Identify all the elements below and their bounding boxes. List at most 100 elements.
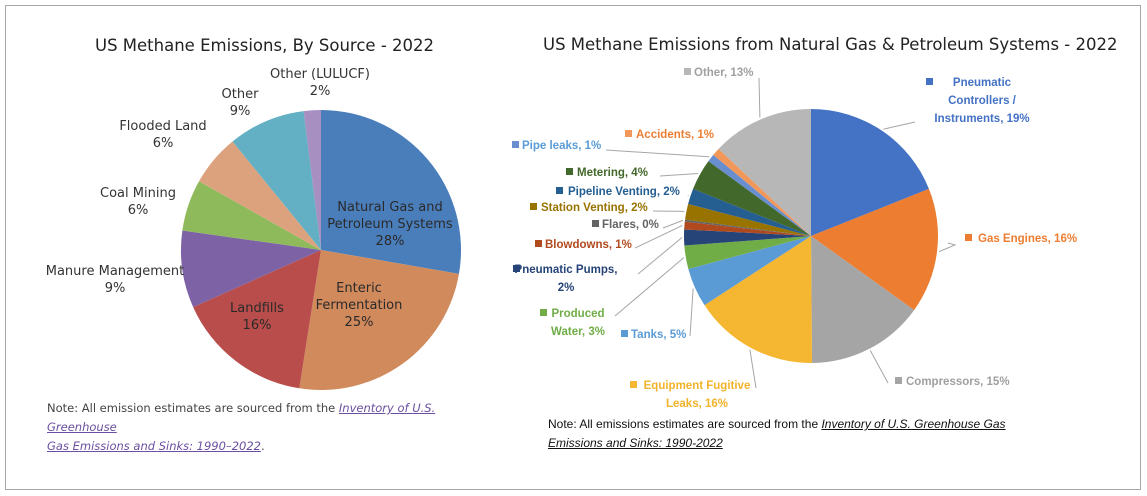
pie0-label-line: Fermentation [316, 298, 403, 313]
left-note-link-2[interactable]: Gas Emissions and Sinks: 1990–2022 [47, 439, 261, 453]
legend-marker-icon [566, 168, 573, 175]
pie1-leader-produced-water-3 [614, 257, 685, 317]
legend-marker-icon [512, 141, 519, 148]
pie0-label-line: Other [222, 87, 260, 102]
pie1-slice-pneumatic-pumps-2 [684, 229, 811, 246]
pie0-label-line: Coal Mining [100, 186, 176, 201]
legend-marker-icon [684, 68, 691, 75]
pie0-label-line: Enteric [336, 281, 382, 296]
pie1-label-pipeline-venting-2: Pipeline Venting, 2% [556, 186, 680, 198]
pie1-slice-other-13 [718, 109, 811, 236]
pie1-leader-pipe-leaks-1 [605, 149, 710, 158]
pie1-label-pipe-leaks-1: Pipe leaks, 1% [512, 140, 601, 152]
pie1-label-pneumatic-pumps-2: Pneumatic Pumps, 2% [513, 264, 617, 294]
right-note-text: Note: All emissions estimates are source… [548, 417, 822, 431]
pie1-slice-blowdowns-1 [684, 221, 811, 236]
pie1-label-equipment-fugitive-leaks-16: Equipment Fugitive Leaks, 16% [630, 380, 750, 410]
pie1-label-line: Controllers / [948, 95, 1017, 107]
pie1-label-line: Equipment Fugitive [644, 380, 751, 392]
pie0-label-line: 9% [230, 104, 251, 119]
legend-marker-icon [625, 130, 632, 137]
pie1-slice-station-venting-2 [685, 204, 811, 236]
pie1-leader-tanks-5 [689, 288, 694, 337]
left-chart-title: US Methane Emissions, By Source - 2022 [95, 36, 435, 55]
pie1-label-line: Pipe leaks, 1% [522, 140, 601, 152]
legend-marker-icon [556, 187, 563, 194]
pie1-label-flares-0: Flares, 0% [592, 219, 659, 231]
pie1-label-line: Metering, 4% [577, 167, 648, 179]
pie1-label-station-venting-2: Station Venting, 2% [530, 202, 648, 214]
pie1-label-compressors-15: Compressors, 15% [895, 376, 1010, 388]
pie1-label-line: Station Venting, 2% [541, 202, 648, 214]
legend-marker-icon [530, 203, 537, 210]
pie1-slice-pipeline-venting-2 [688, 188, 811, 236]
pie1-label-line: Instruments, 19% [934, 113, 1029, 125]
pie1-slice-compressors-15 [811, 236, 915, 363]
legend-marker-icon [926, 78, 933, 85]
pie0-slice-enteric-fermentation [299, 250, 459, 390]
pie0-label-natural-gas-and-petroleum-systems: Natural Gas and Petroleum Systems 28% [327, 200, 453, 249]
legend-marker-icon [540, 309, 547, 316]
pie0-slice-other-lulucf [303, 110, 321, 250]
pie1-leader-metering-4 [659, 173, 699, 177]
pie1-label-other-13: Other, 13% [684, 67, 753, 79]
pie0-slice-flooded-land [199, 141, 321, 250]
left-note-text: Note: All emission estimates are sourced… [47, 401, 339, 415]
pie1-label-tanks-5: Tanks, 5% [621, 329, 686, 341]
pie1-label-gas-engines-16: Gas Engines, 16% [965, 233, 1077, 245]
pie0-label-line: 25% [345, 315, 374, 330]
pie1-label-line: Pneumatic [953, 77, 1012, 89]
pie1-label-line: Other, 13% [694, 67, 753, 79]
pie0-label-line: 6% [128, 203, 149, 218]
pie0-label-line: Petroleum Systems [327, 217, 453, 232]
pie0-label-flooded-land: Flooded Land 6% [119, 119, 206, 151]
pie0-label-line: 6% [153, 136, 174, 151]
right-note-link[interactable]: Inventory of U.S. Greenhouse Gas [821, 417, 1006, 431]
pie1-leader-gas-engines-16 [938, 242, 957, 253]
pie0-label-enteric-fermentation: Enteric Fermentation 25% [316, 281, 403, 330]
pie0-label-line: Landfills [230, 301, 284, 316]
pie0-label-line: Manure Management [46, 264, 185, 279]
pie1-label-line: Blowdowns, 1% [545, 239, 632, 251]
pie1-leader-pneumatic-controllers-instruments-19 [883, 121, 916, 130]
right-note-link-2[interactable]: Emissions and Sinks: 1990-2022 [548, 436, 723, 450]
pie1-leader-flares-0 [662, 219, 684, 229]
pie1-label-line: Pneumatic Pumps, [515, 264, 618, 276]
pie1-label-line: Flares, 0% [602, 219, 659, 231]
legend-marker-icon [535, 240, 542, 247]
pie0-label-other: Other 9% [222, 87, 260, 119]
right-note: Note: All emissions estimates are source… [548, 415, 1068, 453]
pie0-label-line: Flooded Land [119, 119, 206, 134]
pie1-slice-metering-4 [693, 161, 811, 236]
pie1-leader-other-13 [758, 77, 761, 118]
pie0-label-line: 9% [105, 281, 126, 296]
pie1-label-metering-4: Metering, 4% [566, 167, 648, 179]
pie0-slice-manure-management [181, 230, 321, 308]
pie0-label-line: 2% [310, 84, 331, 99]
pie1-slice-equipment-fugitive-leaks-16 [704, 236, 812, 363]
figure-frame [5, 5, 1141, 490]
pie0-slice-landfills [193, 250, 321, 389]
pie1-label-line: Tanks, 5% [631, 329, 686, 341]
pie1-slice-pipe-leaks-1 [708, 154, 811, 236]
pie1-label-line: Produced [551, 308, 604, 320]
pie1-label-accidents-1: Accidents, 1% [625, 129, 714, 141]
legend-marker-icon [592, 220, 599, 227]
pie1-slice-gas-engines-16 [811, 188, 938, 311]
pie0-label-coal-mining: Coal Mining 6% [100, 186, 176, 218]
legend-marker-icon [895, 377, 902, 384]
pie1-label-blowdowns-1: Blowdowns, 1% [535, 239, 632, 251]
pie1-label-line: Water, 3% [551, 326, 605, 338]
legend-marker-icon [630, 381, 637, 388]
pie1-slice-accidents-1 [713, 148, 811, 236]
pie1-leader-blowdowns-1 [634, 224, 683, 249]
left-note-link[interactable]: Inventory of U.S. Greenhouse [47, 401, 436, 434]
pie0-label-line: Other (LULUCF) [270, 67, 370, 82]
pie1-slice-pneumatic-controllers-instruments-19 [811, 109, 929, 236]
legend-marker-icon [965, 234, 972, 241]
pie1-slice-tanks-5 [688, 236, 811, 306]
pie1-slice-flares-0 [684, 219, 811, 236]
legend-marker-icon [513, 265, 520, 272]
pie1-label-line: Pipeline Venting, 2% [568, 186, 680, 198]
